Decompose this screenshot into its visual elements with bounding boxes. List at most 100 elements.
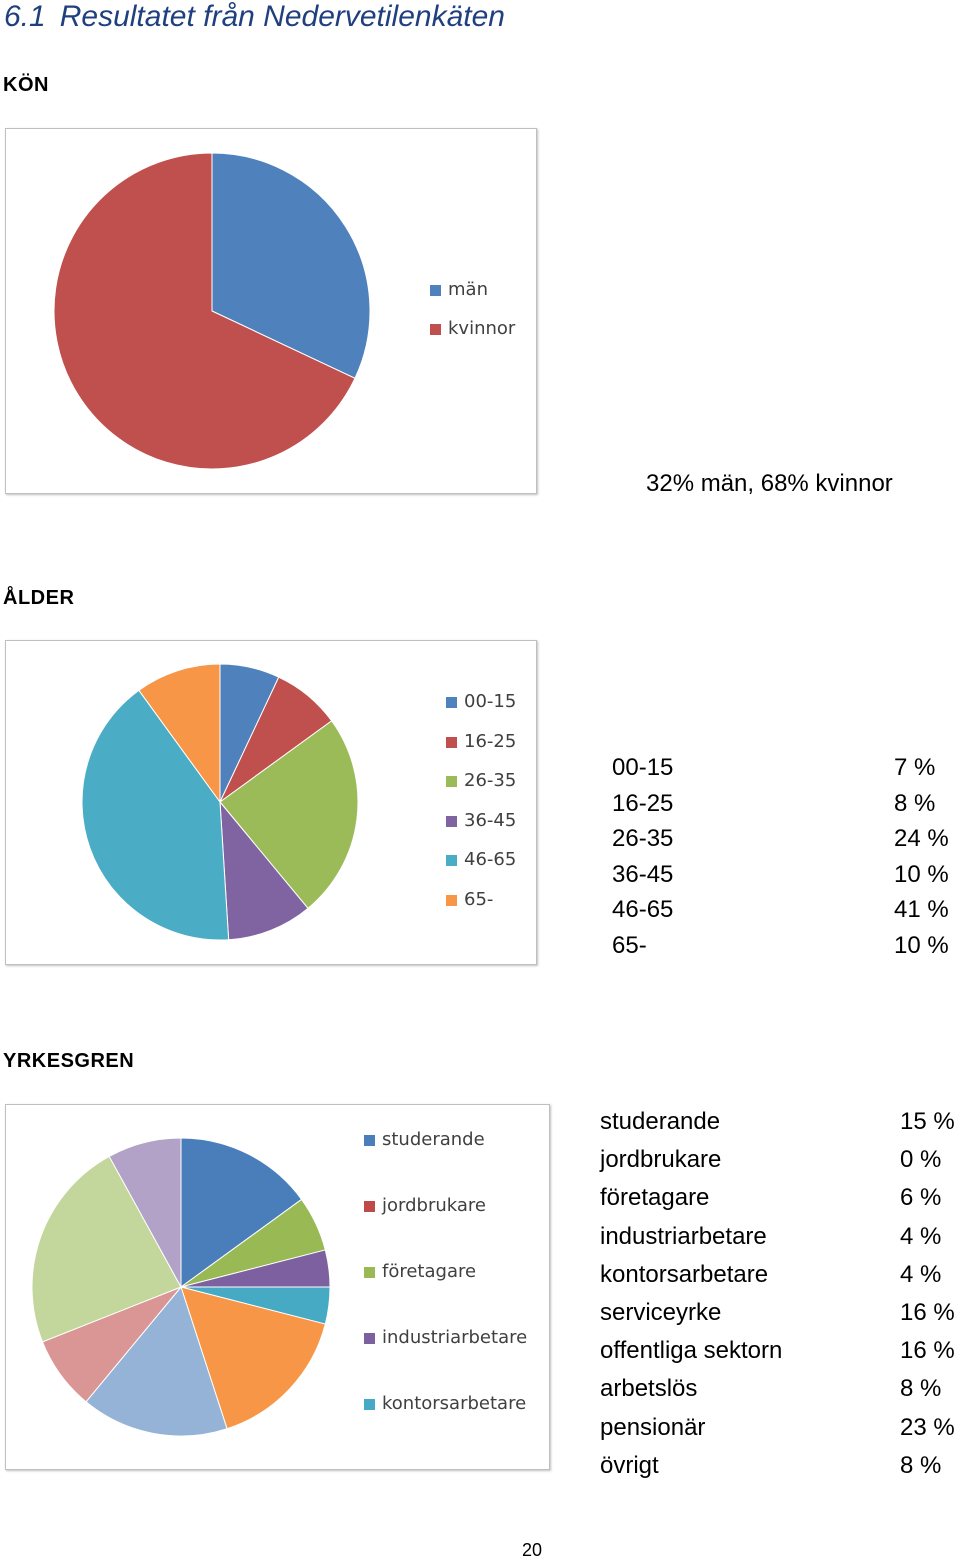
- row-label: 36-45: [612, 860, 674, 888]
- legend-label: kvinnor: [448, 318, 516, 339]
- legend-item-46-65: 46-65: [446, 849, 516, 889]
- legend-label: kontorsarbetare: [382, 1393, 527, 1414]
- legend-item-industriarbetare: industriarbetare: [364, 1327, 527, 1393]
- row-value: 41 %: [894, 896, 949, 923]
- row-value: 10 %: [894, 860, 949, 888]
- row-value: 16 %: [900, 1299, 955, 1326]
- pie-slice-övrigt: [108, 1137, 182, 1288]
- row-label: företagare: [600, 1184, 710, 1212]
- legend-swatch: [364, 1201, 375, 1212]
- legend-item-26-35: 26-35: [446, 770, 516, 810]
- legend-label: 00-15: [464, 691, 517, 712]
- kon-caption: 32% män, 68% kvinnor: [646, 470, 893, 497]
- pie-slice-46-65: [81, 689, 230, 941]
- heading-text: Resultatet från Nedervetilenkäten: [59, 0, 505, 33]
- kon-legend: män kvinnor: [430, 279, 515, 357]
- row-label: 46-65: [612, 896, 674, 923]
- legend-label: 65-: [464, 888, 494, 910]
- section-yrkesgren-title: YRKESGREN: [3, 1050, 135, 1072]
- row-value: 6 %: [900, 1184, 942, 1212]
- section-alder-title: ÅLDER: [3, 587, 75, 609]
- row-label: industriarbetare: [600, 1222, 767, 1250]
- legend-item-36-45: 36-45: [446, 810, 516, 850]
- legend-label: män: [448, 279, 488, 300]
- pie-slice-65: [138, 663, 221, 804]
- row-value: 8 %: [894, 789, 936, 817]
- row-value: 16 %: [900, 1337, 955, 1365]
- legend-item-man: män: [430, 279, 515, 318]
- row-value: 8 %: [900, 1451, 942, 1479]
- row-label: offentliga sektorn: [600, 1337, 783, 1365]
- kon-pie-chart: [53, 152, 371, 470]
- legend-item-foretagare: företagare: [364, 1261, 527, 1327]
- legend-swatch: [364, 1267, 375, 1278]
- row-value: 4 %: [900, 1260, 942, 1288]
- legend-item-studerande: studerande: [364, 1129, 527, 1195]
- legend-label: företagare: [382, 1261, 477, 1282]
- row-label: kontorsarbetare: [600, 1260, 769, 1288]
- pie-slice-serviceyrke: [180, 1286, 326, 1430]
- row-value: 10 %: [894, 931, 949, 959]
- row-label: arbetslös: [600, 1375, 698, 1403]
- kon-chart-box: män kvinnor: [5, 128, 537, 494]
- legend-item-00-15: 00-15: [446, 691, 516, 731]
- row-label: serviceyrke: [600, 1299, 722, 1326]
- row-value: 24 %: [894, 825, 949, 852]
- pie-slice-36-45: [219, 800, 309, 941]
- legend-swatch: [446, 697, 457, 708]
- yrkes-chart-box: studerande jordbrukare företagare indust…: [5, 1104, 550, 1470]
- pie-slice-offentliga-sektorn: [85, 1285, 228, 1437]
- page-number: 20: [521, 1540, 543, 1560]
- legend-label: jordbrukare: [382, 1195, 486, 1216]
- pie-slice-pensionär: [31, 1155, 182, 1343]
- row-label: övrigt: [600, 1451, 659, 1479]
- legend-label: 16-25: [464, 730, 517, 752]
- row-label: 00-15: [612, 754, 674, 781]
- row-label: 65-: [612, 931, 647, 959]
- legend-swatch: [446, 855, 457, 867]
- alder-value-table: 00-15 7 % 16-25 8 % 26-35 24 % 36-45 10 % 46…: [612, 754, 957, 969]
- legend-swatch: [364, 1135, 375, 1146]
- legend-item-65: 65-: [446, 889, 516, 929]
- legend-swatch: [446, 736, 457, 748]
- row-label: pensionär: [600, 1413, 706, 1441]
- legend-item-kontorsarbetare: kontorsarbetare: [364, 1393, 527, 1459]
- alder-legend: 00-15 16-25 26-35 36-45 46-65 65-: [446, 691, 516, 929]
- row-value: 7 %: [894, 754, 936, 781]
- section-kon-title: KÖN: [3, 74, 49, 96]
- legend-label: 26-35: [464, 770, 517, 792]
- row-label: 16-25: [612, 789, 674, 817]
- legend-swatch-man: [430, 285, 441, 296]
- row-value: 8 %: [900, 1375, 942, 1403]
- pie-slice-kvinnor: [53, 152, 356, 470]
- legend-swatch-kvinnor: [430, 324, 441, 335]
- page-heading: 6.1 Resultatet från Nedervetilenkäten: [4, 0, 505, 34]
- legend-swatch: [446, 894, 457, 906]
- heading-number: 6.1: [4, 0, 46, 33]
- legend-label: 46-65: [464, 849, 517, 871]
- yrkes-legend: studerande jordbrukare företagare indust…: [364, 1129, 527, 1459]
- row-value: 4 %: [900, 1222, 942, 1250]
- legend-label: industriarbetare: [382, 1327, 528, 1348]
- legend-swatch: [364, 1399, 375, 1410]
- legend-swatch: [446, 776, 457, 788]
- legend-swatch: [364, 1333, 375, 1344]
- pie-slice-26-35: [219, 720, 359, 910]
- row-value: 23 %: [900, 1413, 955, 1441]
- legend-item-kvinnor: kvinnor: [430, 318, 515, 357]
- legend-item-16-25: 16-25: [446, 731, 516, 771]
- pie-slice-studerande: [180, 1137, 303, 1288]
- row-label: jordbrukare: [600, 1146, 722, 1174]
- yrkes-pie-chart: [31, 1137, 331, 1437]
- legend-swatch: [446, 815, 457, 827]
- row-value: 0 %: [900, 1146, 942, 1174]
- legend-label: studerande: [382, 1129, 485, 1150]
- pie-slice-män: [211, 152, 371, 379]
- legend-item-jordbrukare: jordbrukare: [364, 1195, 527, 1261]
- alder-pie-chart: [81, 663, 359, 941]
- yrkes-value-table: studerande 15 % jordbrukare 0 % företagare…: [600, 1108, 960, 1483]
- row-value: 15 %: [900, 1108, 955, 1135]
- row-label: studerande: [600, 1108, 721, 1135]
- alder-chart-box: 00-15 16-25 26-35 36-45 46-65 65-: [5, 640, 537, 965]
- row-label: 26-35: [612, 825, 674, 852]
